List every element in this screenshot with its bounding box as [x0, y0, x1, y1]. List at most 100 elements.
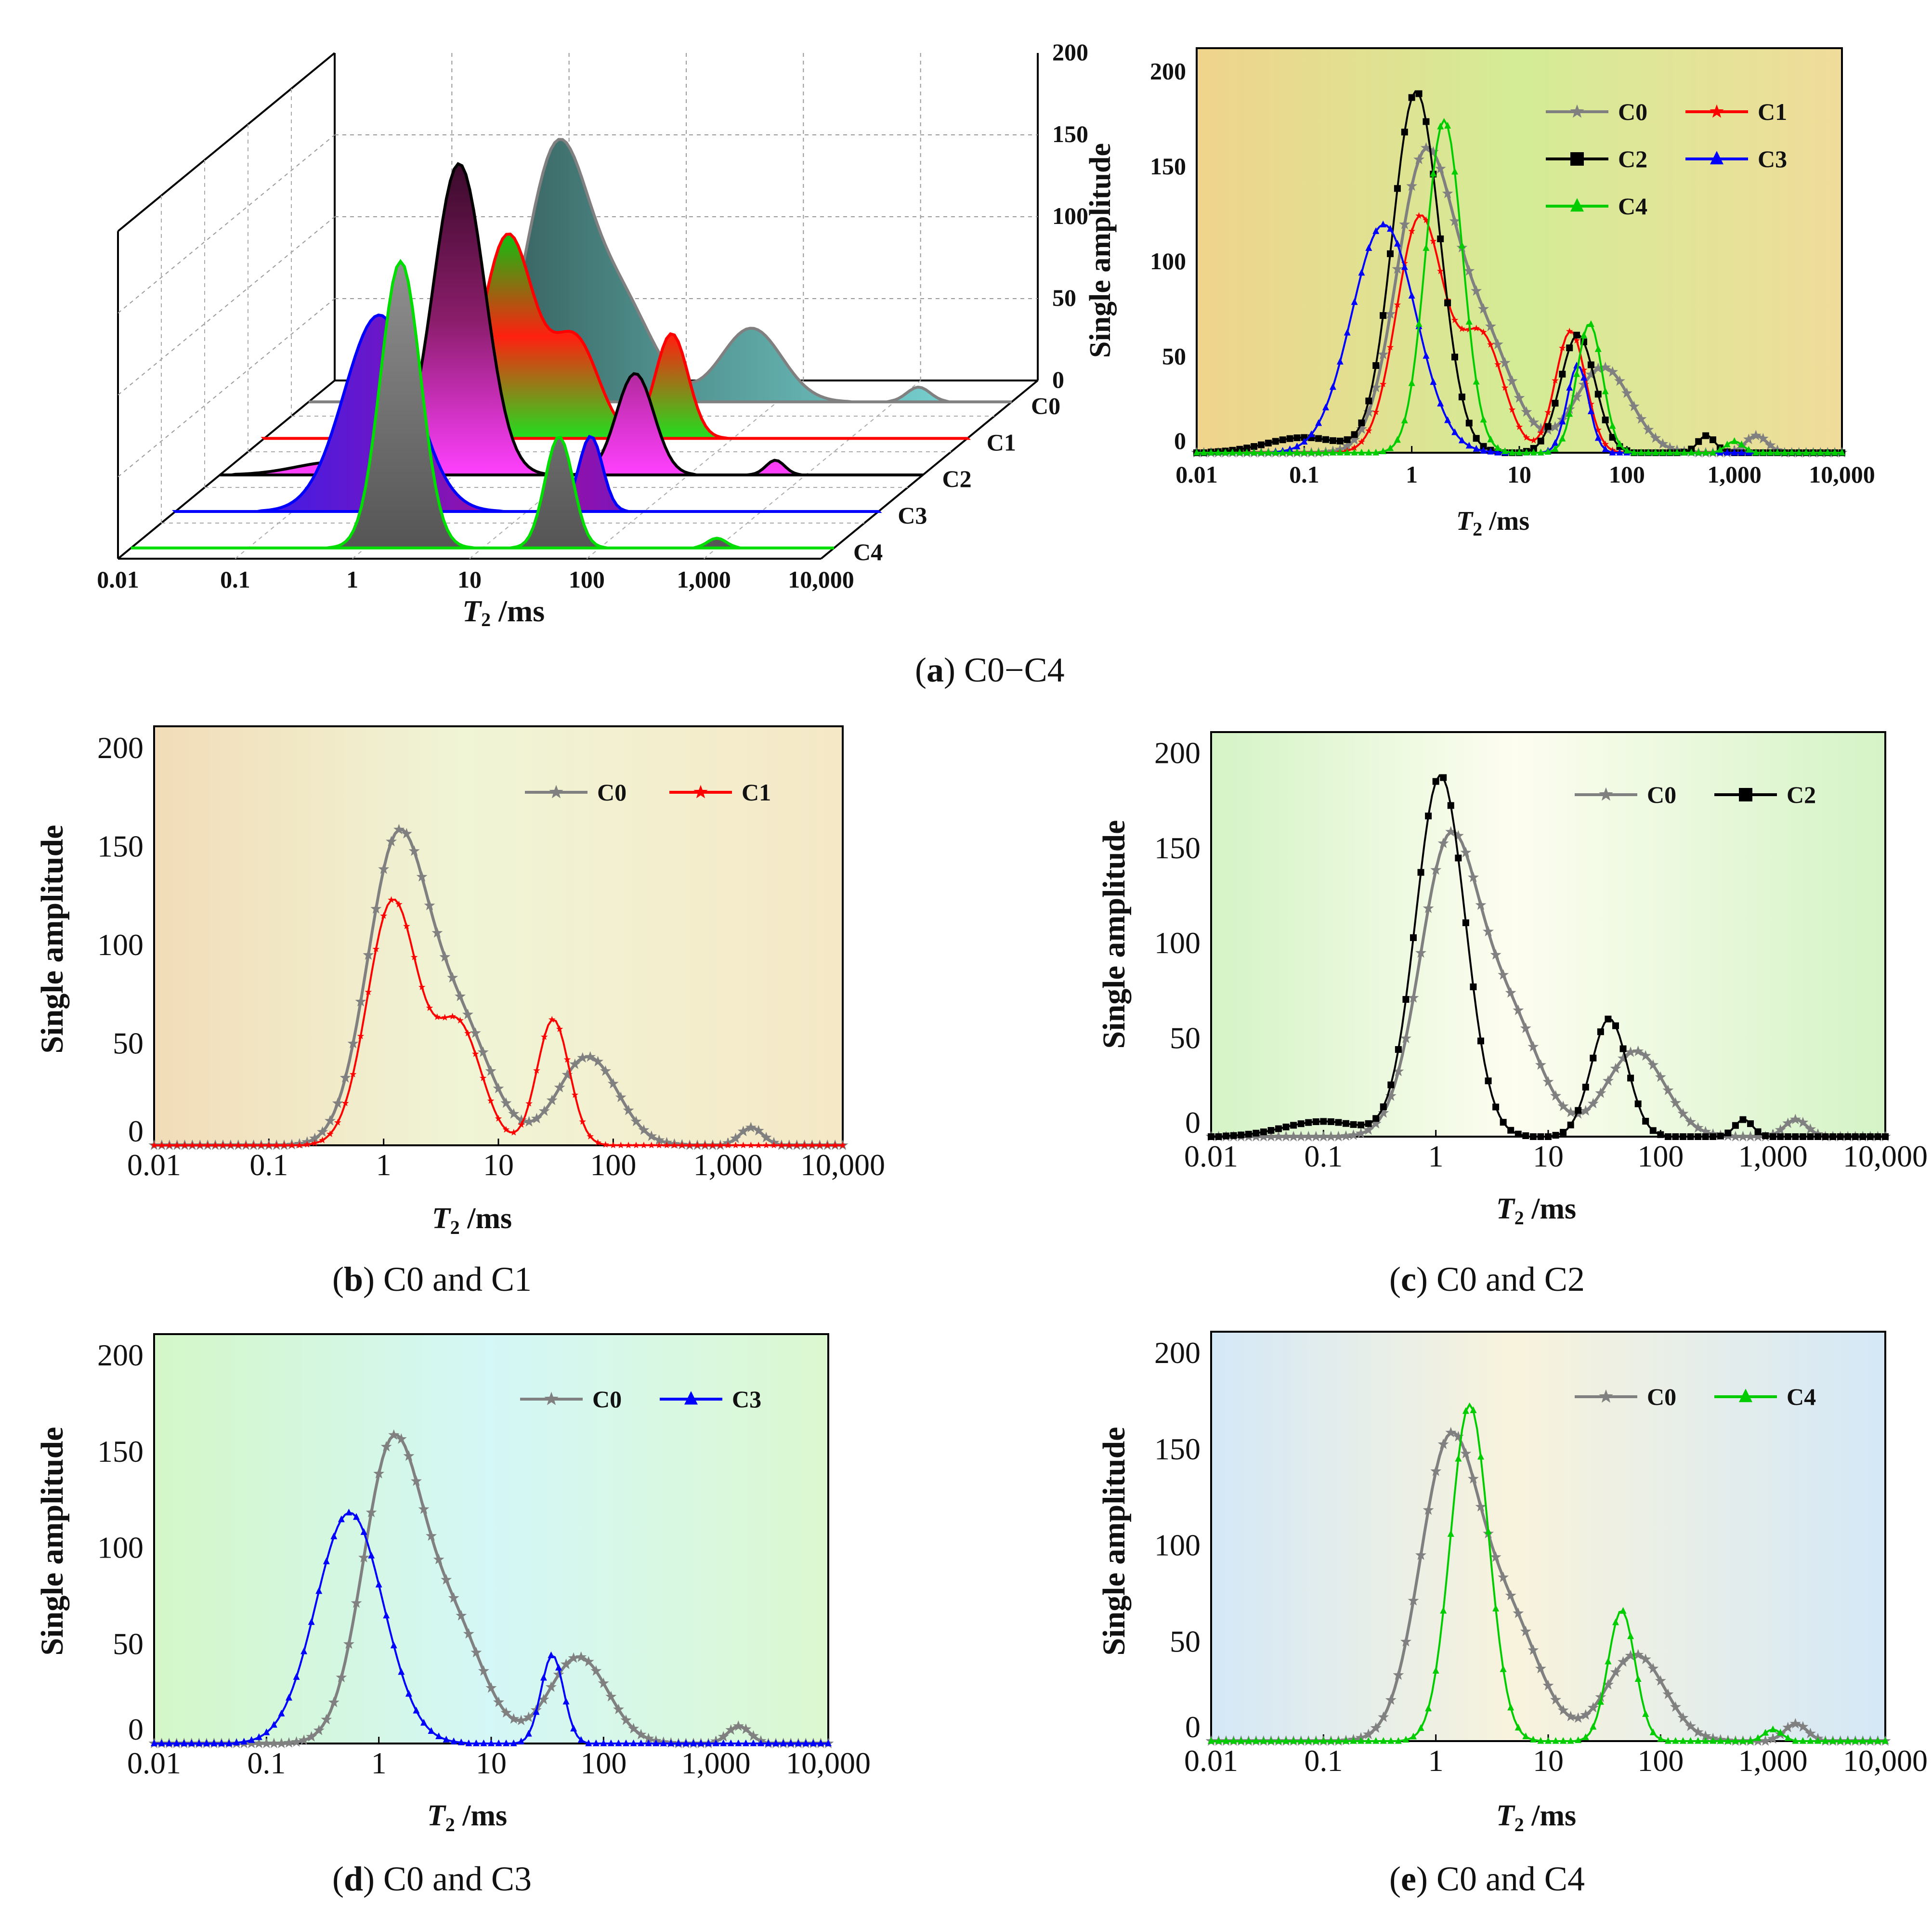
data-point-C4 [1470, 1406, 1477, 1413]
data-point-C2 [1717, 1132, 1724, 1140]
data-point-C3 [390, 1641, 397, 1649]
data-point-C0 [1498, 969, 1509, 980]
data-point-C4 [1680, 1737, 1686, 1744]
legend-marker [1599, 1389, 1613, 1403]
data-point-C0 [1342, 440, 1353, 451]
data-point-C4 [1590, 1723, 1597, 1730]
data-point-C2 [1260, 1128, 1267, 1136]
data-point-C0 [1542, 1679, 1554, 1691]
data-point-C4 [1717, 1737, 1724, 1744]
data-point-C1 [365, 988, 372, 996]
data-point-C4 [1223, 1737, 1230, 1744]
legend-marker [1599, 787, 1613, 801]
data-point-C4 [1687, 1737, 1694, 1744]
data-point-C0 [246, 1737, 257, 1748]
data-point-C3 [1559, 418, 1566, 425]
data-point-C4 [1514, 1724, 1522, 1731]
y-tick-label: 50 [1170, 1624, 1201, 1658]
data-point-C4 [1745, 446, 1752, 453]
data-point-C1 [1587, 400, 1595, 407]
x-tick-label: 0.1 [1304, 1744, 1343, 1778]
data-point-C3 [570, 1724, 577, 1731]
data-point-C1 [801, 1141, 808, 1149]
data-point-C0 [378, 863, 390, 874]
legend-marker [1739, 788, 1752, 801]
data-point-C4 [1402, 1735, 1410, 1743]
data-point-C1 [1394, 301, 1401, 308]
data-point-C4 [1516, 448, 1523, 456]
plot-area [1210, 1331, 1886, 1742]
data-point-C4 [1410, 1732, 1417, 1740]
data-point-C4 [1852, 1737, 1859, 1744]
data-point-C3 [757, 1739, 764, 1746]
3d-x-tick-label: 100 [569, 566, 605, 593]
data-point-C2 [1642, 1117, 1649, 1125]
data-point-C2 [1335, 1119, 1342, 1126]
data-point-C0 [456, 1610, 467, 1621]
data-point-C3 [1308, 430, 1315, 437]
data-point-C0 [388, 1429, 400, 1440]
data-point-C4 [1523, 448, 1530, 456]
data-point-C3 [787, 1739, 795, 1746]
data-point-C0 [1475, 1501, 1487, 1512]
data-point-C0 [607, 1078, 619, 1088]
data-point-C1 [617, 1141, 625, 1149]
data-point-C4 [1501, 447, 1509, 454]
data-point-C0 [745, 1122, 757, 1132]
legend-entry-C0: C0 [1546, 98, 1647, 125]
legend-marker [693, 785, 708, 799]
data-point-C2 [1351, 431, 1358, 438]
data-point-C1 [1351, 444, 1358, 451]
data-point-C0 [1618, 1052, 1629, 1063]
data-point-C0 [1635, 413, 1647, 424]
data-point-C1 [1386, 343, 1394, 351]
x-tick-label: 1,000 [1738, 1744, 1808, 1778]
data-point-C0 [1430, 864, 1442, 875]
data-point-C1 [686, 1141, 693, 1149]
data-point-C3 [600, 1739, 607, 1746]
data-point-C0 [410, 1475, 422, 1486]
data-point-C0 [1700, 1126, 1711, 1137]
data-point-C3 [181, 1739, 188, 1746]
data-point-C1 [1430, 237, 1437, 244]
data-point-C2 [1387, 1081, 1395, 1088]
data-point-C1 [273, 1141, 280, 1149]
data-point-C4 [1480, 416, 1487, 423]
data-point-C0 [1427, 146, 1439, 157]
data-point-C4 [1602, 387, 1609, 394]
data-point-C3 [1609, 448, 1616, 456]
data-point-C1 [1537, 429, 1544, 436]
data-point-C2 [1724, 1129, 1732, 1137]
data-point-C0 [1670, 1097, 1681, 1108]
x-tick-label: 0.01 [127, 1746, 181, 1780]
data-point-C2 [1815, 1133, 1821, 1140]
data-point-C0 [1657, 438, 1669, 449]
data-point-C2 [1695, 1133, 1702, 1140]
data-point-C0 [1385, 1090, 1397, 1101]
data-point-C0 [447, 972, 458, 983]
x-tick-label: 0.1 [1304, 1139, 1343, 1173]
data-point-C0 [653, 1134, 665, 1145]
data-point-C4 [1634, 1675, 1642, 1682]
data-point-C2 [1410, 934, 1417, 941]
data-point-C0 [1614, 375, 1625, 386]
legend-entry-C0: C0 [1575, 1383, 1676, 1410]
data-point-C3 [802, 1739, 809, 1746]
data-point-C4 [1290, 1737, 1297, 1744]
data-point-C3 [653, 1739, 660, 1746]
data-point-C0 [1655, 1675, 1666, 1686]
data-point-C2 [1451, 354, 1458, 361]
data-point-C0 [725, 1724, 737, 1735]
data-point-C1 [426, 1004, 433, 1011]
data-point-C0 [1580, 1709, 1592, 1720]
data-point-C0 [1370, 1118, 1382, 1129]
data-point-C2 [1530, 445, 1537, 452]
data-point-C0 [508, 1108, 520, 1119]
data-point-C4 [1297, 1737, 1305, 1744]
x-tick-label: 1 [376, 1148, 392, 1182]
y-tick-label: 0 [128, 1114, 144, 1148]
data-point-C1 [1480, 328, 1487, 335]
data-point-C4 [1560, 1737, 1567, 1744]
data-point-C0 [1764, 439, 1776, 450]
data-point-C3 [825, 1739, 832, 1746]
